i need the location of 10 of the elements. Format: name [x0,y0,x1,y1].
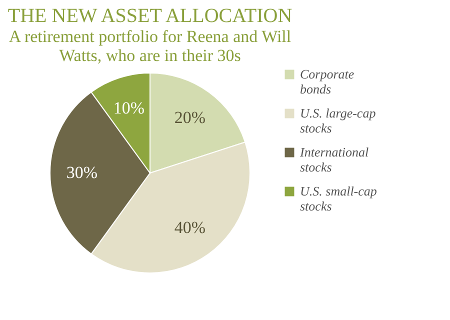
legend-label: Corporate bonds [300,66,354,96]
legend-label: U.S. small-cap stocks [300,184,378,214]
legend-label: U.S. large-cap stocks [300,106,376,136]
chart-subtitle: A retirement portfolio for Reena and Will Watts, who are in their 30s [8,27,292,65]
data-label: 40% [174,218,206,238]
data-label: 30% [66,163,98,182]
chart-title: THE NEW ASSET ALLOCATION [8,5,292,27]
data-label: 10% [113,98,145,118]
data-label: 20% [174,108,206,127]
legend-label: International stocks [299,144,369,174]
